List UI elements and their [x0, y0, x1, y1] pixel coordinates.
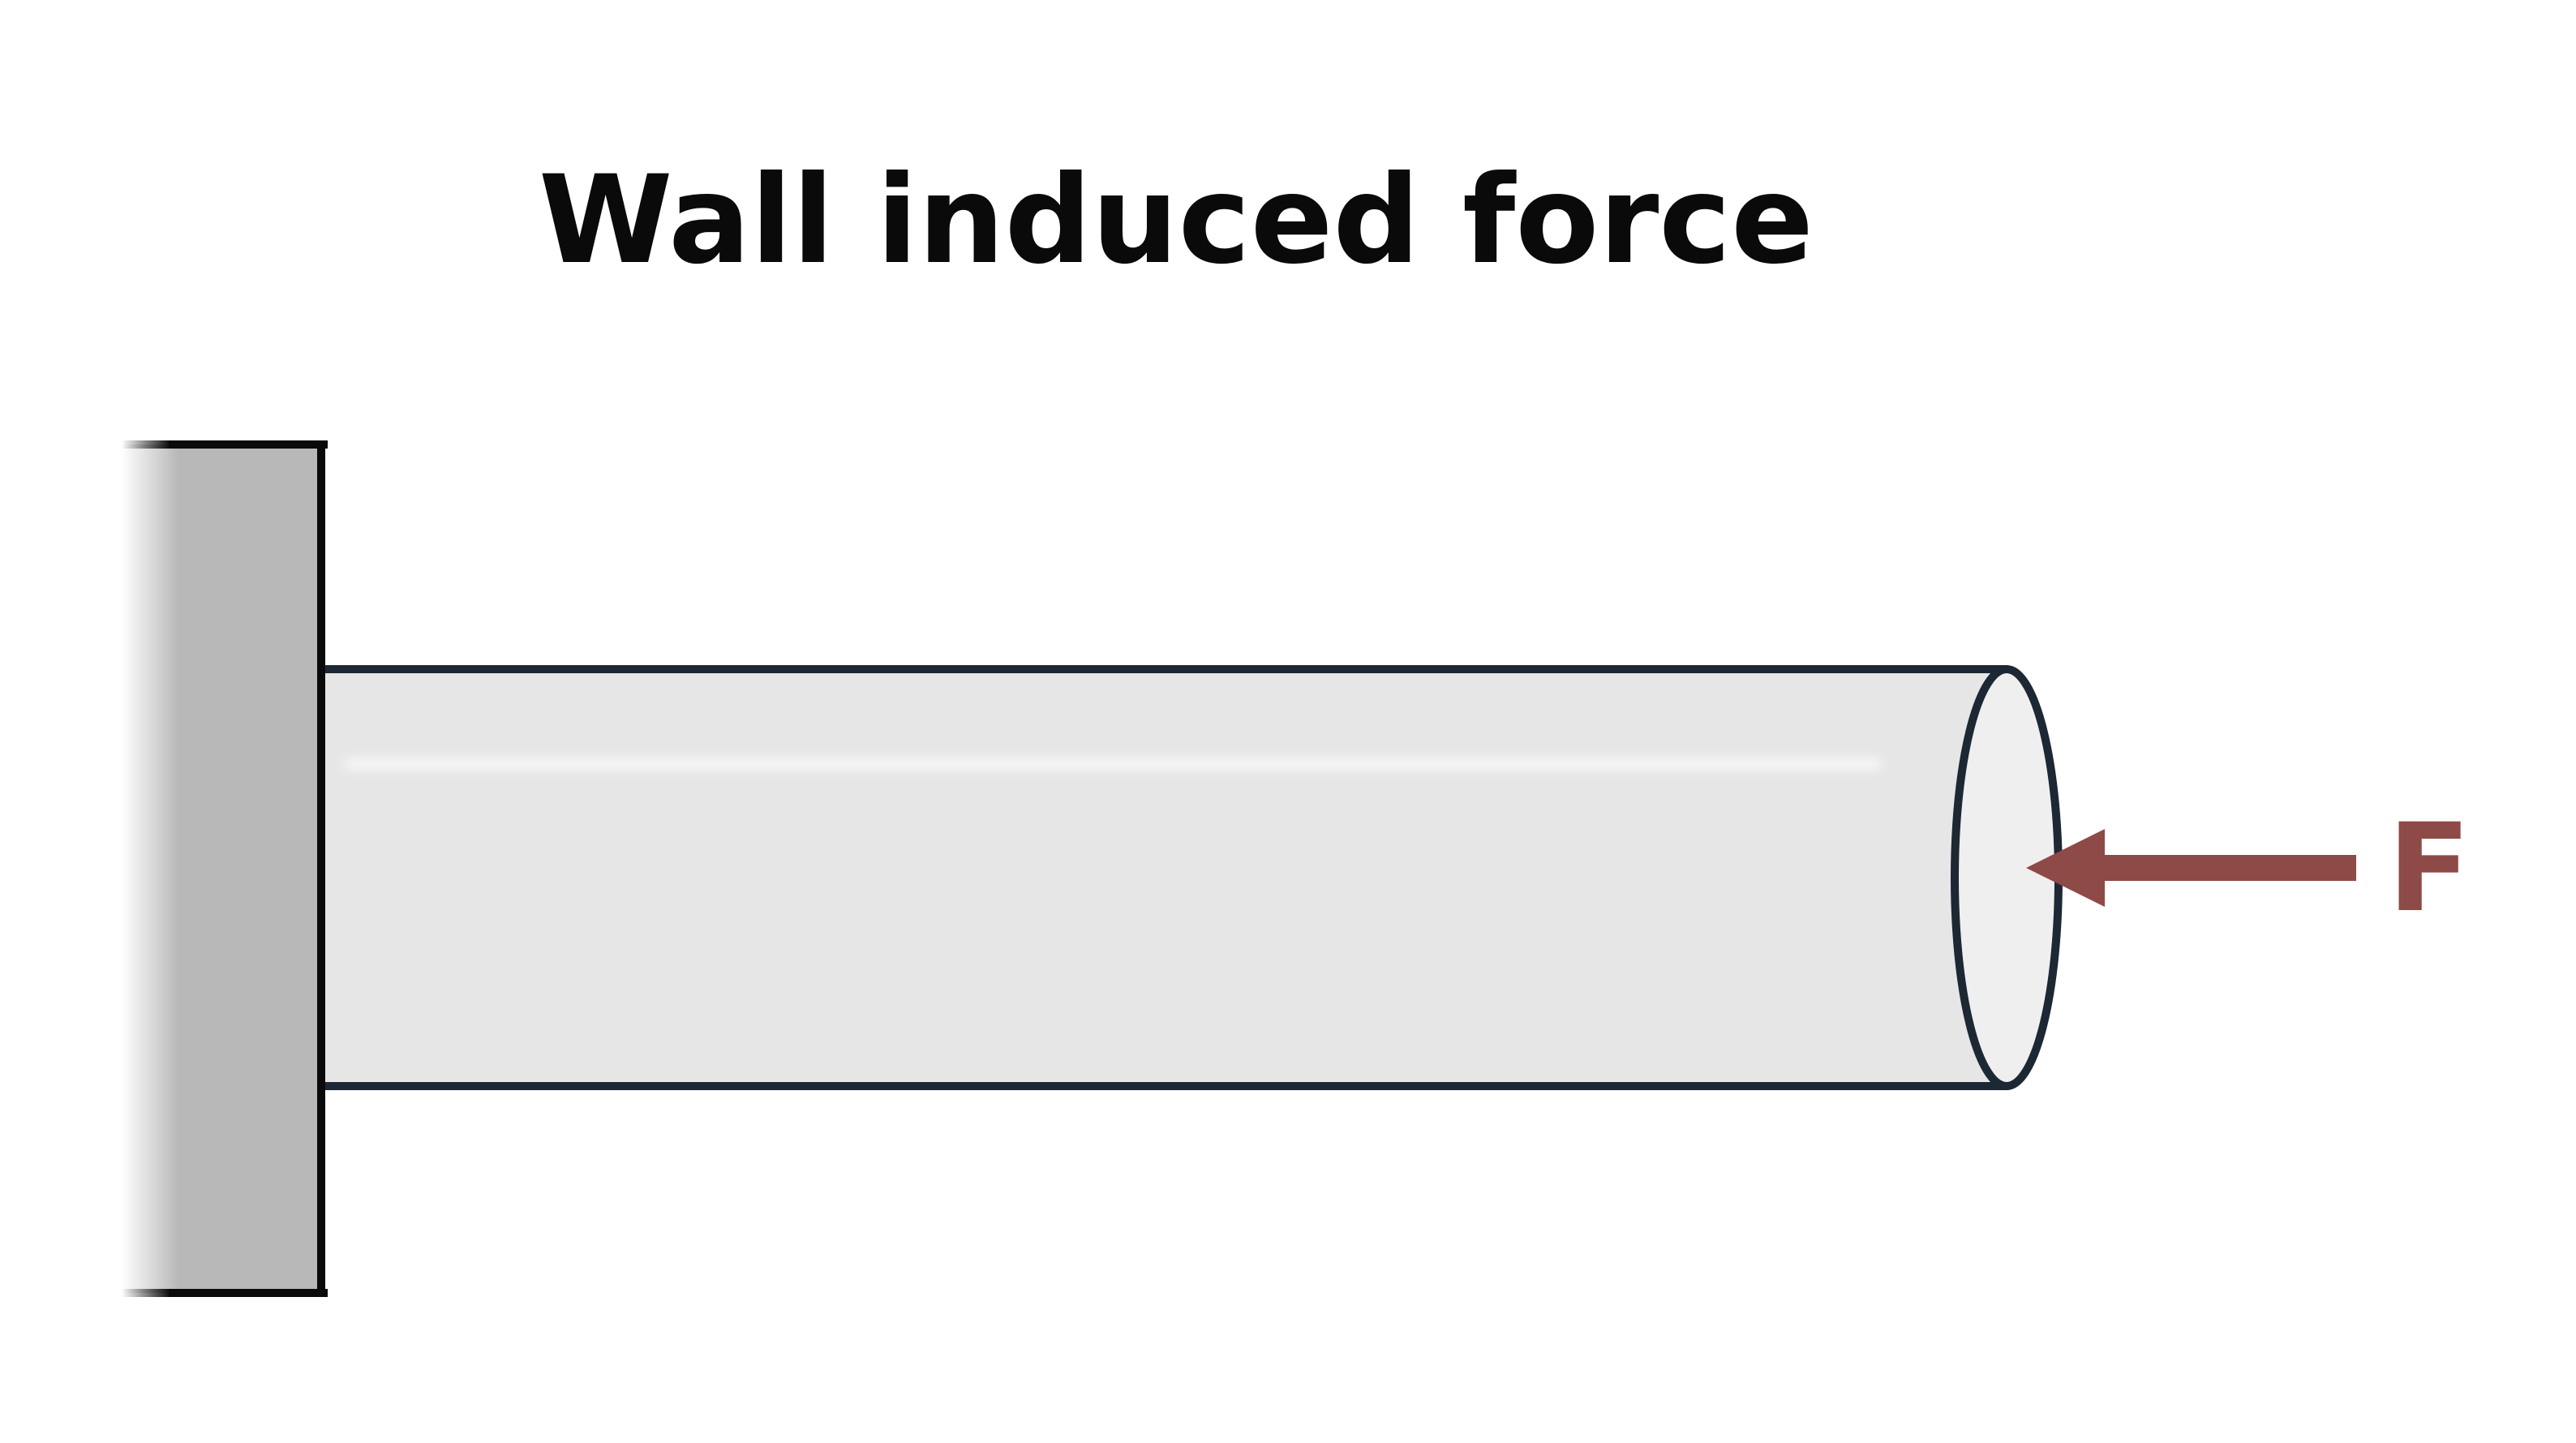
wall — [122, 440, 328, 1297]
force-arrow-shaft — [2097, 855, 2356, 881]
force-label: F — [2388, 798, 2471, 939]
rod-body — [325, 669, 2056, 1086]
rod — [325, 665, 2063, 1090]
force-arrow-head — [2026, 829, 2105, 907]
rod-end-face — [1951, 665, 2063, 1090]
wall-top-edge — [122, 440, 170, 449]
wall-fade-overlay — [122, 444, 178, 1293]
diagram-title: Wall induced force — [539, 150, 1814, 291]
rod-highlight — [345, 760, 1882, 768]
wall-right-edge — [317, 440, 325, 1297]
force-arrow — [2026, 829, 2356, 907]
wall-bottom-edge — [122, 1289, 170, 1297]
